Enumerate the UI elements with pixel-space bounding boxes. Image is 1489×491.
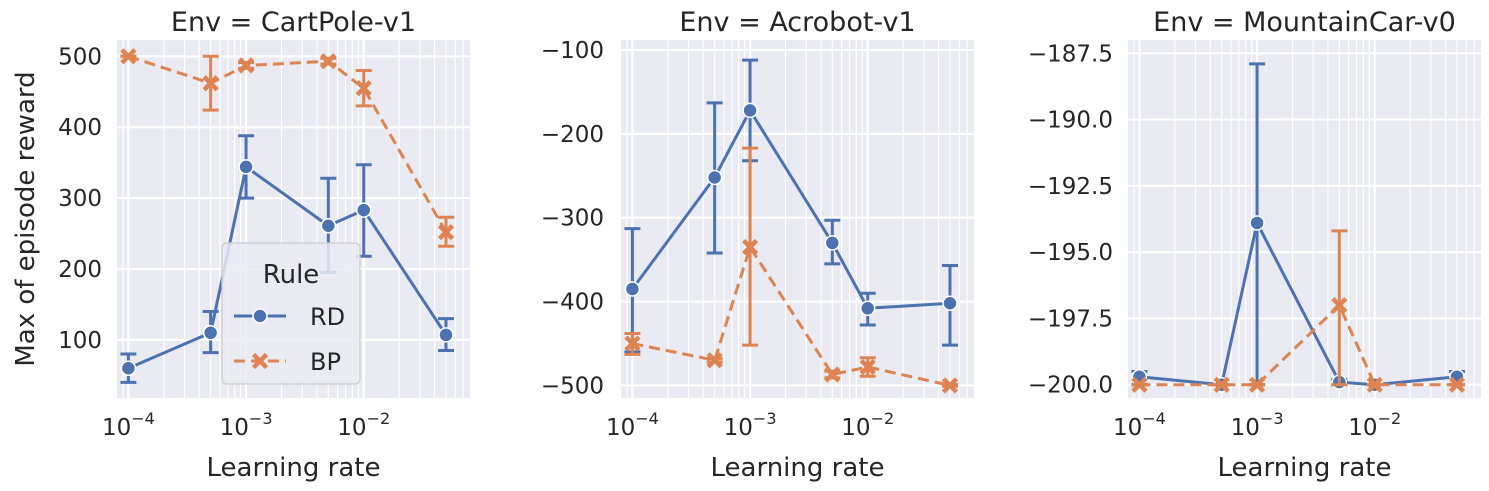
y-tick-label: −300 (541, 206, 604, 232)
data-point (438, 327, 454, 343)
data-point (355, 80, 372, 97)
chart-title: Env = CartPole-v1 (171, 7, 416, 38)
legend-entry-BP: BP (234, 348, 341, 376)
series-BP (624, 146, 959, 394)
series-BP (120, 48, 455, 248)
panel-1: 10−4 10−3 10−2 100 200 300 400 500 Env = CartPol… (11, 7, 470, 483)
data-point (202, 325, 219, 341)
y-tick-label: 200 (58, 257, 102, 283)
plot-area (621, 40, 974, 398)
y-tick-label: 300 (58, 186, 102, 212)
data-point (824, 366, 841, 383)
data-point (706, 169, 723, 186)
legend-marker (251, 352, 269, 370)
data-point (824, 235, 841, 251)
data-point (202, 75, 219, 92)
data-point (1213, 376, 1230, 393)
data-point (1248, 376, 1266, 393)
data-point (624, 281, 641, 297)
legend-title: Rule (263, 260, 320, 290)
data-point (237, 57, 255, 74)
data-point (942, 295, 958, 312)
data-point (437, 224, 455, 241)
x-tick-label: 10−4 (606, 409, 659, 441)
series-line (1139, 303, 1457, 387)
x-axis-label: Learning rate (711, 453, 885, 483)
chart-title: Env = Acrobot-v1 (679, 7, 915, 38)
x-axis-label: Learning rate (1218, 453, 1392, 483)
data-point (1366, 376, 1383, 393)
y-tick-label: −192.5 (1028, 174, 1113, 200)
y-tick-label: −100 (541, 38, 604, 64)
x-tick-label: 10−3 (220, 409, 273, 441)
data-point (120, 48, 137, 65)
data-point (859, 300, 876, 317)
data-point (1331, 297, 1348, 314)
data-point (859, 358, 876, 376)
data-point (742, 102, 758, 119)
data-point (1448, 376, 1466, 393)
panel-2: 10−4 10−3 10−2 −500 −400 −300 −200 −100 Env = Ac… (541, 7, 974, 483)
legend-entry-RD: RD (234, 303, 345, 331)
x-tick-label: 10−3 (1231, 409, 1284, 441)
y-tick-label: −200.0 (1028, 373, 1113, 399)
legend-box (221, 242, 361, 385)
data-point (320, 217, 337, 234)
data-point (941, 377, 959, 394)
x-tick-label: 10−2 (337, 409, 390, 441)
series-RD (624, 58, 958, 354)
data-point (1249, 215, 1265, 231)
series-line (632, 245, 951, 387)
data-point (741, 238, 759, 256)
y-tick-label: −500 (541, 373, 604, 399)
data-point (706, 352, 723, 369)
y-tick-label: −200 (541, 122, 604, 148)
panel-3: 10−4 10−3 10−2 −200.0 −197.5 −195.0 −192.5 −190… (1028, 7, 1481, 483)
data-point (624, 335, 641, 352)
y-tick-label: 500 (58, 44, 102, 70)
y-tick-label: −190.0 (1028, 108, 1113, 134)
legend-label: BP (310, 348, 341, 376)
series-line (127, 165, 448, 370)
x-tick-label: 10−2 (1348, 409, 1401, 441)
series-RD (120, 134, 454, 384)
y-tick-label: −400 (541, 290, 604, 316)
y-tick-label: 400 (58, 115, 102, 141)
y-tick-label: −197.5 (1028, 306, 1113, 332)
x-axis-label: Learning rate (207, 453, 381, 483)
series-line (127, 54, 448, 233)
y-tick-label: 100 (58, 328, 102, 354)
plot-area (1128, 40, 1481, 398)
legend-marker (252, 308, 268, 324)
x-tick-label: 10−4 (102, 409, 155, 441)
series-BP (1131, 229, 1466, 393)
x-tick-label: 10−3 (724, 409, 777, 441)
y-tick-label: −195.0 (1028, 240, 1113, 266)
chart-title: Env = MountainCar-v0 (1153, 7, 1456, 38)
data-point (238, 159, 254, 175)
series-line (631, 108, 951, 310)
data-point (120, 360, 137, 376)
legend: Rule RD BP (221, 242, 361, 385)
legend-label: RD (310, 303, 345, 331)
x-tick-label: 10−4 (1113, 409, 1166, 441)
y-axis-label: Max of episode reward (11, 71, 41, 366)
data-point (355, 202, 372, 218)
data-point (320, 53, 337, 70)
data-point (1131, 376, 1148, 393)
y-tick-label: −187.5 (1028, 41, 1113, 67)
x-tick-label: 10−2 (841, 409, 894, 441)
